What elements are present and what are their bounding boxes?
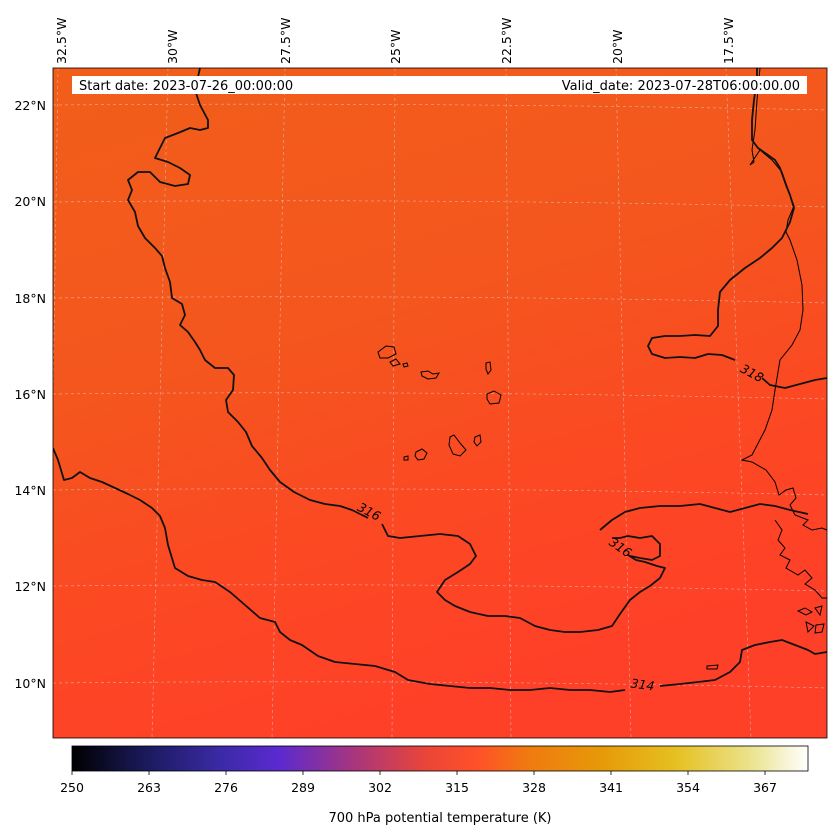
colorbar-tick-label: 263	[137, 780, 161, 795]
meridian-line	[615, 68, 632, 738]
contours	[53, 68, 827, 693]
island-sao-vicente	[389, 358, 401, 367]
colorbar-label: 700 hPa potential temperature (K)	[328, 811, 551, 826]
parallel-line	[53, 488, 827, 496]
lat-label: 10°N	[14, 676, 46, 691]
island-brava	[403, 455, 409, 461]
map-panel: 316 316 318 314 Start date: 2023-07-26_0…	[52, 67, 828, 739]
island-outline	[706, 664, 719, 670]
parallel-line	[53, 103, 827, 111]
contour-316-north	[381, 523, 666, 633]
colorbar-tick-label: 354	[676, 780, 700, 795]
lon-label: 25°W	[388, 29, 403, 64]
lon-label: 20°W	[610, 29, 625, 64]
colorbar-tick-label: 315	[445, 780, 469, 795]
contour-314	[359, 513, 369, 519]
contour-314	[53, 447, 626, 693]
map-frame	[52, 67, 828, 739]
island-fogo	[414, 448, 428, 461]
parallel-line	[53, 200, 827, 208]
contour-314	[659, 639, 827, 687]
colorbar-tick-labels: 250 263 276 289 302 315 328 341 354 367	[60, 780, 777, 795]
island-outline	[796, 607, 814, 616]
colorbar: 250 263 276 289 302 315 328 341 354 367 …	[60, 745, 809, 826]
island-outline	[814, 623, 825, 634]
date-info-box: Start date: 2023-07-26_00:00:00 Valid_da…	[72, 76, 807, 94]
lon-label: 22.5°W	[499, 18, 514, 64]
meridian-line	[391, 68, 396, 738]
colorbar-tick-label: 276	[214, 780, 238, 795]
coastlines	[377, 68, 827, 670]
colorbar-tick-label: 341	[599, 780, 623, 795]
contour-316-north	[127, 68, 361, 515]
start-date-text: Start date: 2023-07-26_00:00:00	[79, 79, 293, 94]
parallel-line	[53, 681, 827, 689]
lat-label: 20°N	[14, 194, 46, 209]
date-info-background	[72, 76, 807, 94]
gridlines	[53, 68, 827, 738]
contour-318	[647, 68, 795, 361]
temperature-field	[53, 68, 827, 738]
colorbar-tick-label: 328	[522, 780, 546, 795]
island-maio	[473, 434, 482, 447]
island-boa-vista	[486, 390, 502, 405]
parallel-line	[53, 296, 827, 304]
lat-label: 16°N	[14, 387, 46, 402]
colorbar-tick-label: 367	[753, 780, 777, 795]
lat-label: 14°N	[14, 483, 46, 498]
meridian-line	[271, 68, 286, 738]
island-santo-antao	[377, 345, 397, 359]
meridian-line	[725, 68, 752, 738]
meridian-line	[151, 68, 169, 738]
colorbar-tick-label: 289	[291, 780, 315, 795]
valid-date-text: Valid_date: 2023-07-28T06:00:00.00	[562, 79, 800, 94]
lon-label: 32.5°W	[54, 18, 69, 64]
longitude-labels: 32.5°W 30°W 27.5°W 25°W 22.5°W 20°W 17.5…	[54, 18, 736, 64]
parallel-line	[53, 392, 827, 400]
island-santiago	[448, 434, 467, 457]
contour-316-loop	[599, 503, 809, 531]
island-outline	[814, 605, 823, 617]
lat-label: 22°N	[14, 98, 46, 113]
lon-label: 17.5°W	[721, 18, 736, 64]
colorbar-gradient	[71, 745, 809, 772]
colorbar-tick-label: 302	[368, 780, 392, 795]
lat-label: 18°N	[14, 291, 46, 306]
lon-label: 27.5°W	[278, 18, 293, 64]
meridian-line	[505, 68, 512, 738]
africa-coastline	[740, 68, 827, 531]
africa-coastline	[774, 519, 827, 599]
contour-318	[761, 377, 827, 389]
colorbar-ticks	[71, 771, 766, 775]
lon-label: 30°W	[165, 29, 180, 64]
island-sao-nicolau	[420, 370, 440, 380]
island-sal	[485, 361, 492, 376]
island-santa-luzia	[402, 362, 409, 368]
lat-label: 12°N	[14, 579, 46, 594]
colorbar-tick-label: 250	[60, 780, 84, 795]
island-outline	[805, 621, 815, 634]
parallel-line	[53, 584, 827, 592]
latitude-labels: 22°N 20°N 18°N 16°N 14°N 12°N 10°N	[14, 98, 46, 691]
contour-label-314: 314	[630, 675, 656, 693]
contour-316-north	[612, 535, 661, 561]
